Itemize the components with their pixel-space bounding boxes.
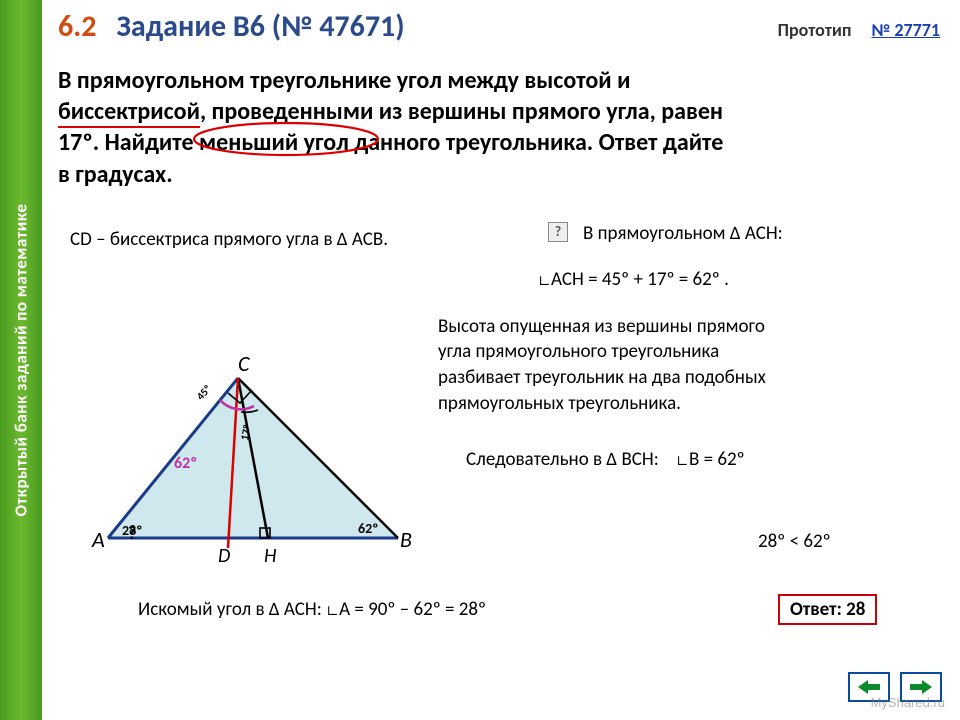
angle-62-bot: 62º xyxy=(358,520,378,537)
problem-statement: В прямоугольном треугольнике угол между … xyxy=(58,65,940,190)
ach-triangle-text: В прямоугольном ∆ ACH: xyxy=(583,222,783,245)
task-title: Задание B6 (№ 47671) xyxy=(116,8,404,45)
problem-line-2: биссектрисой, проведенными из вершины пр… xyxy=(58,96,940,127)
prototype-link[interactable]: № 27771 xyxy=(871,19,940,41)
vertex-C: C xyxy=(238,350,250,377)
hint-icon[interactable]: ? xyxy=(548,222,568,242)
answer-text: Ответ: 28 xyxy=(790,598,865,621)
consequence-text: Следовательно в ∆ BCH: ∟B = 62º xyxy=(466,448,745,471)
ach-angle-equation: ∟ACH = 45º + 17º = 62º . xyxy=(538,268,729,291)
triangle-svg xyxy=(78,338,428,588)
vertex-A: A xyxy=(92,526,105,553)
point-D: D xyxy=(218,544,230,568)
header: 6.2 Задание B6 (№ 47671) Прототип № 2777… xyxy=(58,8,940,45)
point-H: H xyxy=(264,544,276,568)
underlined-word-1: биссектрисой xyxy=(58,97,200,128)
found-angle-text: Искомый угол в ∆ ACH: ∟A = 90º – 62º = 2… xyxy=(138,598,486,621)
watermark: MyShared.ru xyxy=(871,695,945,710)
section-number: 6.2 xyxy=(58,8,96,45)
angle-A-question: ? xyxy=(128,522,136,544)
sidebar-brand-text: Открытый банк заданий по математике xyxy=(11,204,32,517)
problem-line-3: 17º. Найдите меньший угол данного треуго… xyxy=(58,127,940,158)
solution-area: CD – биссектриса прямого угла в ∆ ACB. ?… xyxy=(58,218,940,698)
circled-phrase: меньший угол xyxy=(199,127,349,158)
vertex-B: B xyxy=(400,526,412,553)
problem-line-1: В прямоугольном треугольнике угол между … xyxy=(58,65,940,96)
height-property-text: Высота опущенная из вершины прямого угла… xyxy=(438,314,766,417)
comparison-text: 28º < 62º xyxy=(758,530,831,553)
cd-bisector-text: CD – биссектриса прямого угла в ∆ ACB. xyxy=(70,228,388,251)
angle-62-top: 62º xyxy=(174,454,197,473)
arrow-right-icon xyxy=(908,678,934,696)
slide-content: 6.2 Задание B6 (№ 47671) Прототип № 2777… xyxy=(42,0,960,720)
prototype-label: Прототип xyxy=(778,19,852,41)
arrow-left-icon xyxy=(856,678,882,696)
answer-box: Ответ: 28 xyxy=(778,594,877,625)
triangle-figure: A B C D H 45º 17º 62º 62º 28º ? xyxy=(78,338,428,588)
problem-line-4: в градусах. xyxy=(58,159,940,190)
sidebar: Открытый банк заданий по математике xyxy=(0,0,42,720)
